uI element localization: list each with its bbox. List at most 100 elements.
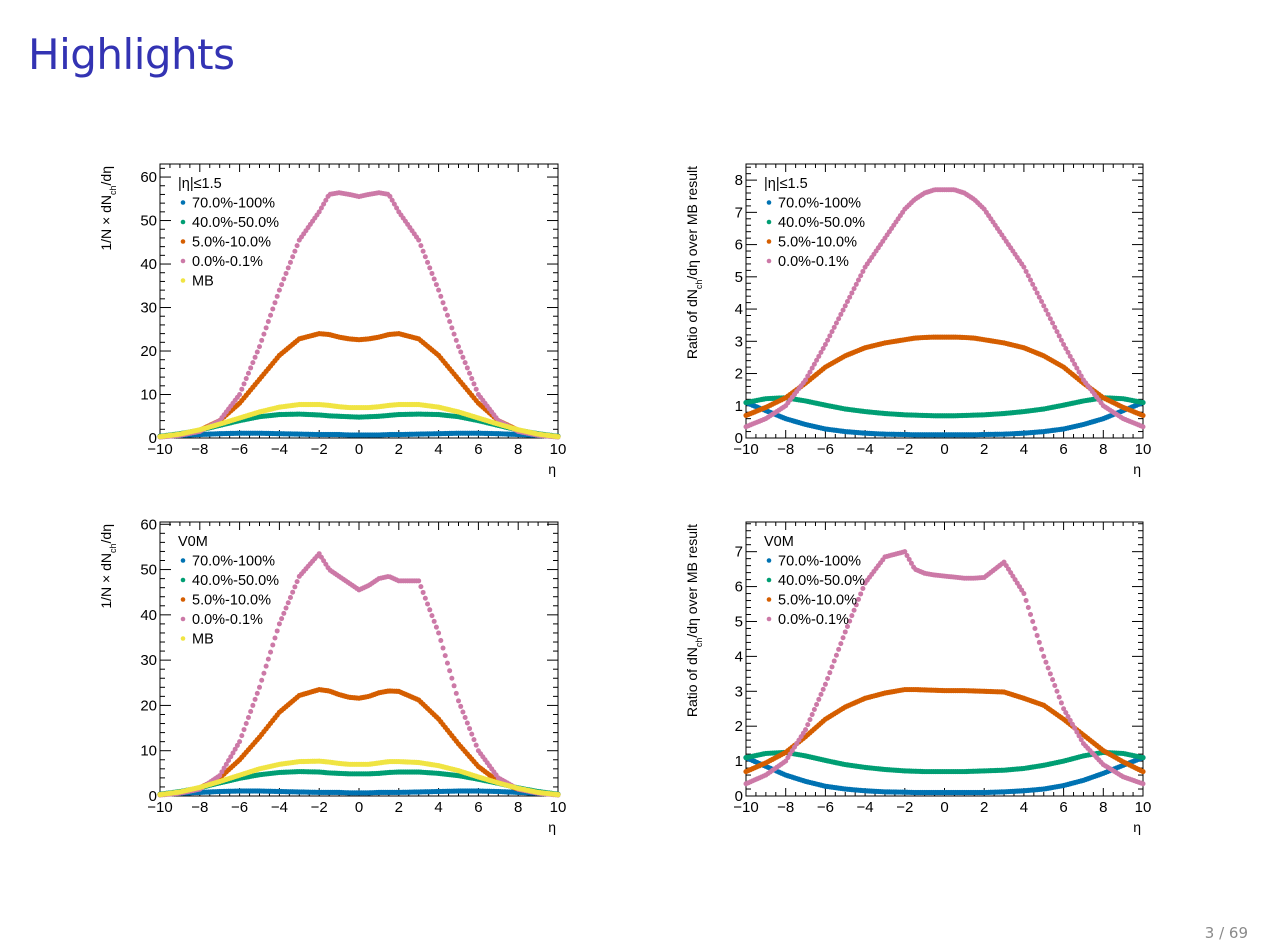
data-point — [431, 276, 437, 282]
legend-marker — [180, 258, 186, 264]
legend-header: V0M — [178, 534, 208, 550]
x-axis-title: η — [548, 461, 556, 477]
x-tick-label: 0 — [940, 799, 948, 816]
x-tick-label: −2 — [896, 441, 913, 458]
data-point — [858, 591, 864, 597]
data-point — [555, 792, 561, 798]
data-point — [1041, 303, 1047, 309]
data-point — [1028, 611, 1034, 617]
data-point — [241, 381, 247, 387]
data-point — [422, 254, 428, 260]
data-point — [1140, 755, 1146, 761]
data-point — [1045, 665, 1051, 671]
legend-marker — [766, 597, 772, 602]
data-point — [453, 337, 459, 343]
data-point — [1067, 353, 1073, 359]
data-point — [292, 248, 298, 254]
x-tick-label: −8 — [191, 441, 208, 458]
data-point — [840, 635, 846, 641]
data-point — [387, 193, 393, 199]
data-point — [1021, 591, 1027, 597]
data-point — [294, 243, 300, 249]
x-axis-title: η — [1133, 819, 1141, 835]
legend-entry: 5.0%-10.0% — [778, 593, 857, 609]
y-tick-label: 1 — [735, 753, 743, 770]
data-point — [855, 277, 861, 283]
data-point — [849, 290, 855, 296]
data-point — [283, 605, 289, 611]
data-point — [456, 344, 461, 350]
data-point — [1030, 618, 1036, 624]
data-point — [394, 205, 400, 211]
data-point — [840, 307, 846, 313]
data-point — [416, 578, 422, 584]
x-tick-label: 2 — [980, 441, 988, 458]
data-point — [272, 300, 278, 306]
y-tick-label: 4 — [735, 648, 743, 665]
data-point — [287, 259, 293, 265]
x-tick-label: −6 — [231, 441, 248, 458]
data-point — [1039, 299, 1045, 305]
data-point — [458, 349, 464, 355]
data-point — [290, 254, 296, 260]
legend-entry: 5.0%-10.0% — [778, 235, 857, 251]
data-point — [451, 331, 457, 337]
data-point — [429, 613, 435, 619]
legend-marker — [180, 616, 186, 622]
data-point — [268, 312, 274, 318]
x-tick-label: 0 — [355, 441, 363, 458]
data-point — [1050, 320, 1056, 326]
data-point — [444, 312, 450, 318]
data-point — [1047, 671, 1053, 677]
data-point — [1028, 277, 1034, 283]
series-40.0%-50.0% — [743, 395, 1146, 419]
data-point — [436, 287, 442, 293]
legend-marker — [180, 577, 186, 583]
data-point — [902, 549, 908, 555]
data-point — [1140, 424, 1146, 430]
legend-entry: 40.0%-50.0% — [778, 215, 865, 231]
data-point — [1054, 688, 1060, 694]
data-point — [811, 707, 817, 713]
data-point — [241, 727, 247, 733]
data-point — [1058, 700, 1064, 706]
legend-header: V0M — [764, 534, 794, 550]
data-point — [1034, 290, 1040, 296]
data-point — [265, 656, 271, 662]
data-point — [254, 690, 260, 696]
data-point — [442, 306, 448, 312]
data-point — [1078, 373, 1084, 379]
data-point — [274, 293, 280, 299]
x-tick-label: 10 — [550, 441, 567, 458]
data-point — [847, 618, 853, 624]
data-point — [467, 726, 473, 732]
data-point — [1052, 682, 1058, 688]
data-point — [263, 663, 269, 669]
data-point — [814, 357, 820, 363]
x-tick-label: −4 — [271, 441, 288, 458]
data-point — [858, 273, 864, 279]
data-point — [427, 265, 433, 271]
data-point — [261, 670, 267, 676]
data-point — [822, 681, 828, 687]
data-point — [860, 268, 866, 274]
legend-entry: 70.0%-100% — [192, 554, 275, 570]
x-tick-label: 10 — [1135, 799, 1152, 816]
data-point — [807, 369, 813, 375]
legend-marker — [766, 558, 772, 563]
data-point — [1058, 337, 1064, 343]
data-point — [272, 635, 278, 641]
data-point — [1065, 713, 1071, 719]
data-point — [427, 607, 433, 613]
legend-entry: 0.0%-0.1% — [778, 612, 849, 628]
data-point — [473, 742, 479, 748]
data-point — [274, 628, 280, 634]
legend-entry: 40.0%-50.0% — [192, 573, 279, 589]
data-point — [838, 641, 844, 647]
data-point — [807, 717, 813, 723]
y-tick-label: 8 — [735, 172, 743, 189]
legend-marker — [766, 239, 772, 244]
data-point — [420, 589, 426, 595]
data-point — [416, 237, 422, 243]
y-tick-label: 30 — [140, 652, 157, 669]
